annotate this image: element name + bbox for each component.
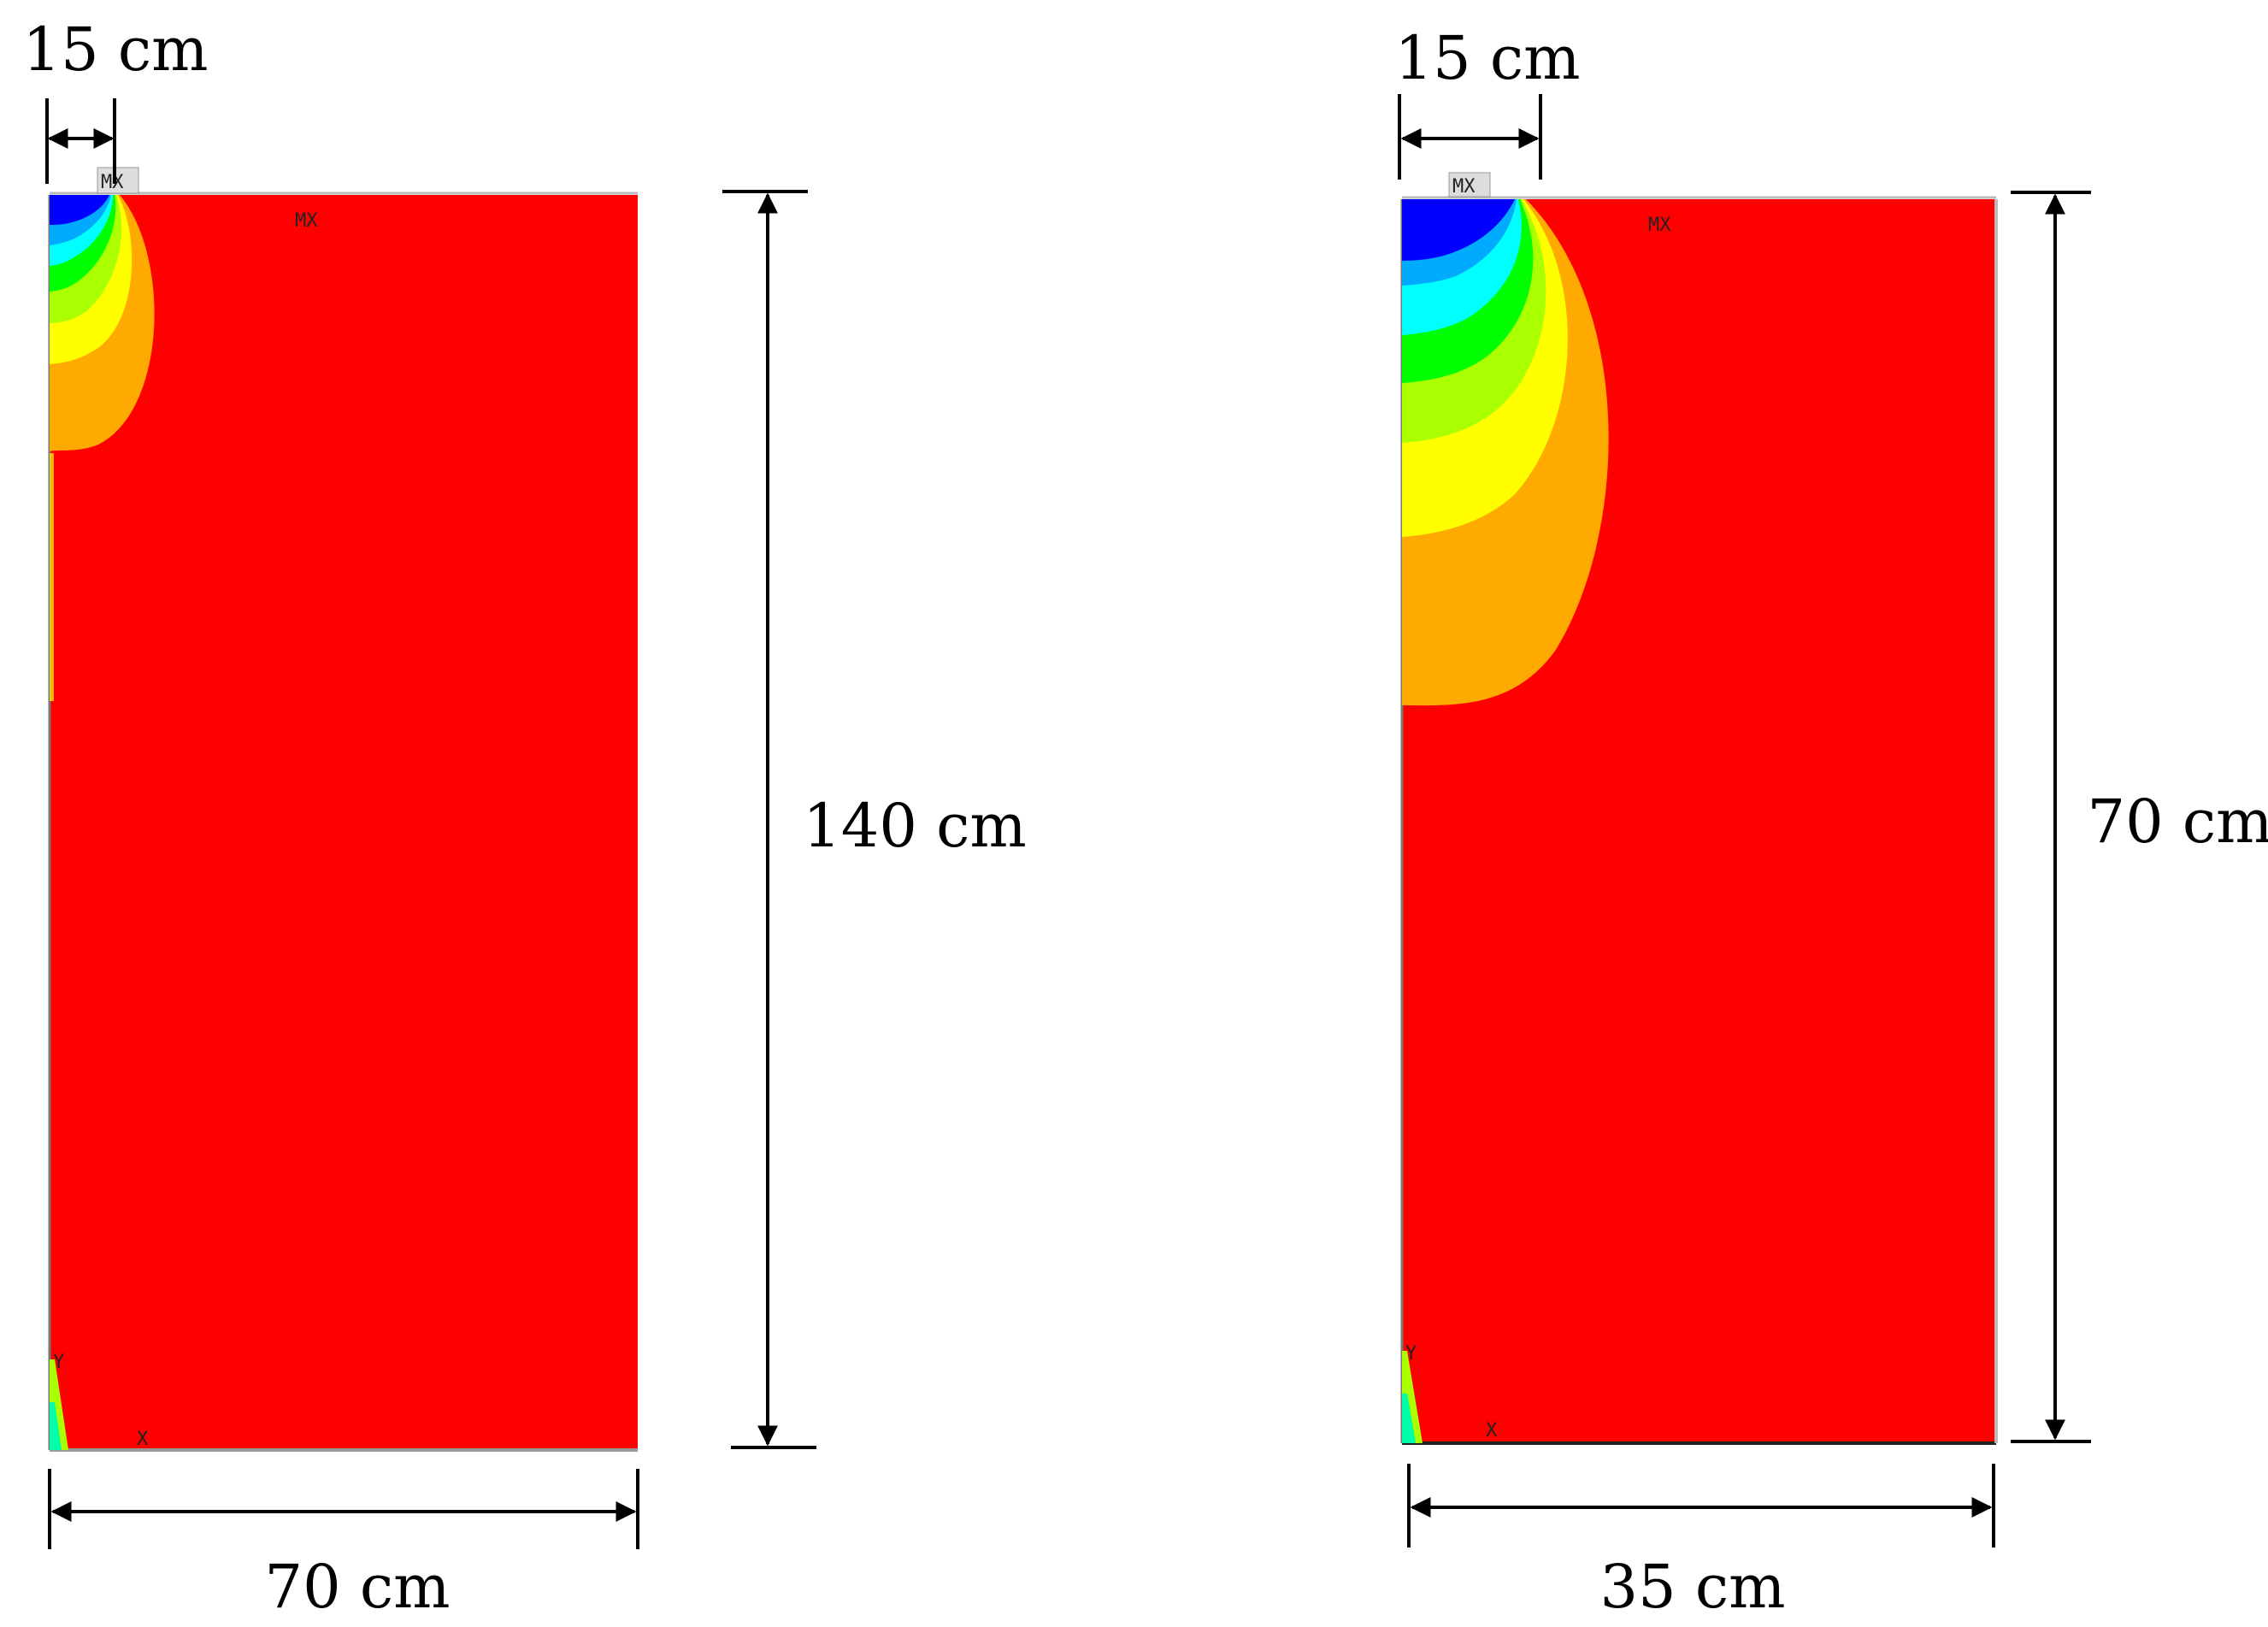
left-axis-x-mark: X [137,1429,149,1450]
left-load-width-label: 15 cm [23,15,209,85]
right-load-width-label: 15 cm [1395,23,1581,93]
right-corner-gradient-inner [1402,1394,1416,1443]
left-soil-domain [50,195,638,1450]
right-axis-y-mark: Y [1405,1343,1417,1365]
left-load-node-mark: MX [101,172,124,193]
left-panel: MX MX Y X 15 cm 140 cm 70 cm [23,15,1027,1622]
left-stress-contours [50,195,155,1450]
right-axis-x-mark: X [1486,1420,1498,1441]
right-load-node-box [1448,172,1491,197]
left-max-mark: MX [295,210,318,232]
left-corner-gradient-inner [50,1402,62,1450]
left-load-node-box [97,167,139,194]
right-max-mark: MX [1648,215,1671,236]
right-panel: MX MX Y X 15 cm 70 cm 35 cm [1395,23,2268,1622]
right-contour-blue [1402,199,1515,261]
left-contour-blue [50,195,109,225]
right-stress-contours [1402,199,1609,1443]
left-width-label: 70 cm [265,1552,451,1622]
left-axis-y-mark: Y [53,1352,64,1373]
left-edge-strip [50,453,54,701]
right-load-node-mark: MX [1452,176,1476,197]
left-height-label: 140 cm [803,791,1026,861]
right-width-label: 35 cm [1600,1552,1786,1622]
right-height-label: 70 cm [2088,787,2268,857]
